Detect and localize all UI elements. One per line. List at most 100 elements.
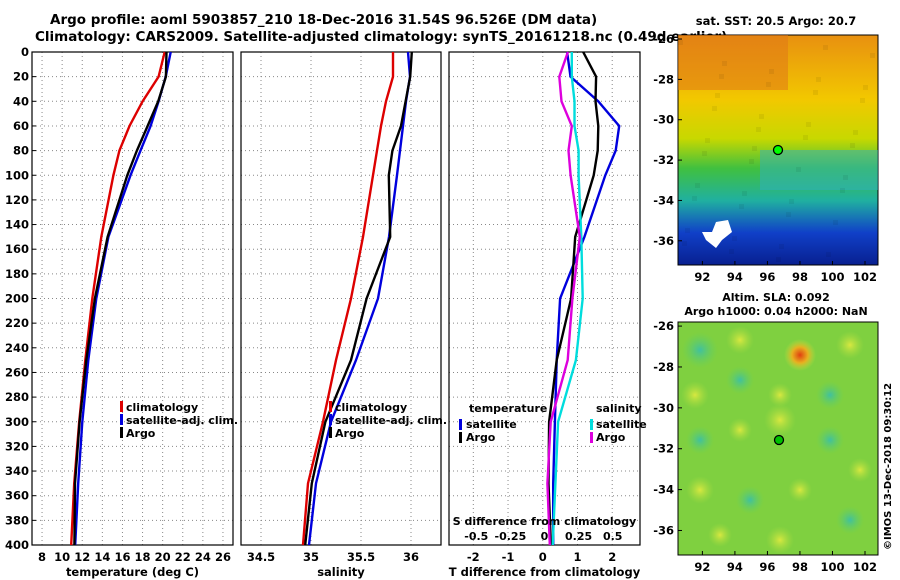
legend-title-temperature: temperature: [469, 402, 547, 415]
y-tick-label: 0: [21, 45, 29, 59]
sla-anomaly-blob: [736, 486, 764, 514]
sla-anomaly-blob: [816, 381, 844, 409]
title-line-1: Argo profile: aoml 5903857_210 18-Dec-20…: [50, 12, 598, 28]
sst-pixel: [813, 90, 818, 95]
sla-anomaly-blob: [788, 478, 812, 502]
x-tick-label: 10: [54, 550, 70, 564]
sst-pixel: [870, 53, 875, 58]
sst-pixel: [705, 138, 710, 143]
sla-anomaly-blob: [726, 326, 754, 354]
sst-pixel: [729, 249, 734, 254]
map-x-tick-label: 98: [792, 560, 808, 574]
map-x-tick-label: 102: [853, 270, 877, 284]
x-tick-label: 14: [94, 550, 110, 564]
sst-pixel: [702, 151, 707, 156]
sla-map-title-2: Argo h1000: 0.04 h2000: NaN: [684, 305, 867, 318]
map-x-tick-label: 100: [820, 270, 844, 284]
map-y-tick-label: -28: [653, 72, 674, 86]
x-tick-label: 16: [114, 550, 130, 564]
sst-pixel: [823, 45, 828, 50]
legend-label: climatology: [126, 401, 198, 414]
legend-label: Argo: [596, 431, 626, 444]
y-tick-label: 100: [5, 168, 29, 182]
map-y-tick-label: -26: [653, 32, 674, 46]
s-tick-label: -0.5: [464, 530, 488, 543]
x-tick-label: 36: [403, 550, 419, 564]
sst-pixel: [860, 98, 865, 103]
sst-pixel: [766, 82, 771, 87]
x-tick-label: -1: [502, 550, 515, 564]
y-tick-label: 280: [5, 390, 29, 404]
map-y-tick-label: -36: [653, 523, 674, 537]
sst-pixel: [756, 127, 761, 132]
map-y-tick-label: -34: [653, 483, 674, 497]
y-tick-label: 380: [5, 513, 29, 527]
x-tick-label: 18: [135, 550, 151, 564]
sst-pixel: [749, 159, 754, 164]
y-tick-label: 260: [5, 365, 29, 379]
map-y-tick-label: -26: [653, 319, 674, 333]
x-tick-label: 24: [195, 550, 211, 564]
y-tick-label: 300: [5, 415, 29, 429]
x-tick-label: 8: [38, 550, 46, 564]
legend-label: satellite-adj. clim.: [126, 414, 238, 427]
sst-pixel: [833, 220, 838, 225]
sst-pixel: [715, 93, 720, 98]
legend-swatch: [459, 432, 462, 443]
series-climatology: [301, 52, 395, 546]
x-tick-label: 12: [74, 550, 90, 564]
sst-pixel: [712, 106, 717, 111]
sst-pixel: [796, 167, 801, 172]
sla-map-title-1: Altim. SLA: 0.092: [722, 291, 829, 304]
x-tick-label: 2: [608, 550, 616, 564]
sla-anomaly-blob: [764, 404, 796, 436]
x-axis-label: temperature (deg C): [66, 565, 199, 579]
map-x-tick-label: 96: [759, 560, 775, 574]
map-x-tick-label: 98: [792, 270, 808, 284]
sst-pixel: [840, 188, 845, 193]
sla-anomaly-blob: [848, 458, 872, 482]
temperature-panel: 0 20 40 60 80 100 120 140 160 180 200 220 240 260 280 3…: [5, 45, 238, 579]
title-line-2: Climatology: CARS2009. Satellite-adjuste…: [35, 29, 728, 45]
legend-title-salinity: salinity: [596, 402, 642, 415]
sst-pixel: [843, 175, 848, 180]
map-x-tick-label: 96: [759, 270, 775, 284]
y-tick-label: 80: [13, 144, 29, 158]
x-tick-label: 34.5: [247, 550, 275, 564]
y-tick-label: 120: [5, 193, 29, 207]
map-x-tick-label: 100: [820, 560, 844, 574]
map-y-tick-label: -30: [653, 113, 674, 127]
sst-pixel: [742, 191, 747, 196]
y-tick-label: 340: [5, 464, 29, 478]
sst-pixel: [853, 130, 858, 135]
sst-pixel: [732, 236, 737, 241]
y-tick-label: 320: [5, 439, 29, 453]
sst-pixel: [789, 199, 794, 204]
y-tick-label: 40: [13, 94, 29, 108]
sla-anomaly-blob: [784, 339, 816, 371]
legend-swatch: [459, 419, 462, 430]
plot-frame: [240, 51, 442, 546]
sla-anomaly-blob: [836, 331, 864, 359]
y-tick-label: 160: [5, 242, 29, 256]
sst-pixel: [863, 85, 868, 90]
y-tick-label: 360: [5, 489, 29, 503]
series-argo: [304, 51, 413, 546]
sst-pixel: [786, 212, 791, 217]
x-tick-label: 0: [539, 550, 547, 564]
series-satellite-adj-clim-: [307, 51, 412, 546]
map-y-tick-label: -28: [653, 360, 674, 374]
s-tick-label: 0.25: [565, 530, 592, 543]
sst-pixel: [759, 114, 764, 119]
legend-swatch: [590, 419, 593, 430]
x-tick-label: 22: [175, 550, 191, 564]
legend-swatch: [120, 414, 123, 425]
sla-anomaly-blob: [766, 526, 794, 554]
sla-anomaly-blob: [728, 418, 752, 442]
sst-pixel: [803, 135, 808, 140]
sla-map: [677, 321, 879, 556]
y-tick-label: 20: [13, 70, 29, 84]
x-axis-label: salinity: [317, 565, 365, 579]
legend-label: Argo: [126, 427, 156, 440]
sla-anomaly-blob: [726, 366, 754, 394]
